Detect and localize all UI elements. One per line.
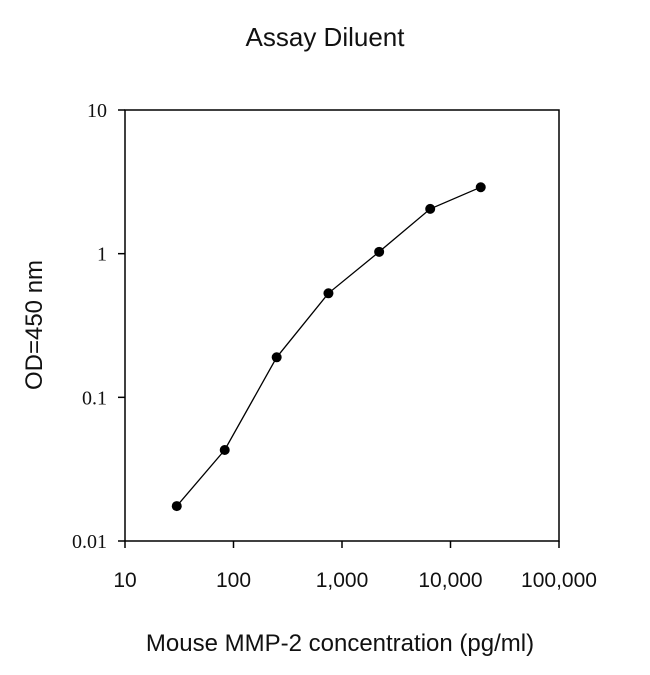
x-axis-label: Mouse MMP-2 concentration (pg/ml) [146, 630, 534, 657]
data-point [219, 444, 230, 455]
y-tick-label: 0.01 [72, 531, 107, 553]
chart-title: Assay Diluent [246, 22, 406, 52]
x-tick-label: 10 [113, 569, 136, 592]
series-line [176, 186, 481, 507]
x-tick-label: 100 [216, 569, 251, 592]
plot-area-frame [124, 109, 560, 542]
x-axis-ticks: 10 100 1,000 10,000 100,000 [113, 541, 597, 592]
data-point [475, 182, 486, 193]
y-axis-label: OD=450 nm [21, 260, 48, 390]
data-point [323, 288, 334, 299]
data-point [374, 246, 385, 257]
x-tick-label: 10,000 [418, 569, 482, 592]
x-tick-label: 100,000 [521, 569, 597, 592]
data-series [171, 182, 486, 512]
y-tick-label: 0.1 [82, 387, 107, 409]
y-axis-ticks: 0.01 0.1 1 10 [72, 100, 125, 553]
x-tick-label: 1,000 [316, 569, 369, 592]
data-point [271, 352, 282, 363]
data-point [425, 203, 436, 214]
y-tick-label: 1 [97, 244, 107, 266]
data-point [171, 501, 182, 512]
y-tick-label: 10 [87, 100, 107, 122]
